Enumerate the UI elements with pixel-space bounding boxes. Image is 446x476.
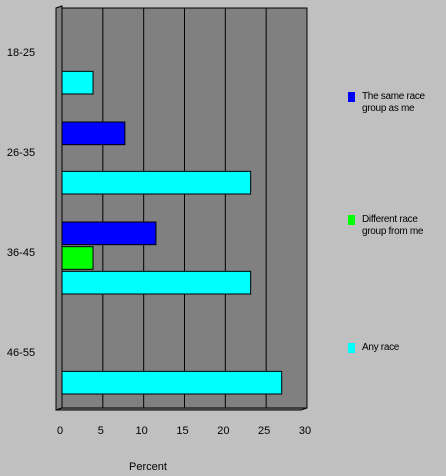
- bar: [61, 170, 252, 195]
- x-tick-label: 15: [176, 425, 188, 437]
- x-tick-labels: 0 5 10 15 20 25 30: [57, 425, 311, 437]
- bar: [61, 270, 252, 295]
- y-tick-label: 18-25: [7, 47, 35, 59]
- legend-item-any-race: Any race: [348, 342, 446, 354]
- legend-swatch-green: [348, 215, 355, 225]
- y-tick-label: 46-55: [7, 347, 35, 359]
- bars-group: [61, 70, 283, 395]
- legend-label: Any race: [362, 342, 400, 353]
- y-tick-labels: 18-25 26-35 36-45 46-55: [7, 47, 35, 359]
- x-axis-label: Percent: [129, 461, 167, 473]
- plot-floor: [55, 407, 308, 411]
- legend-swatch-blue: [348, 92, 355, 102]
- bar: [61, 121, 126, 146]
- x-tick-label: 5: [98, 425, 104, 437]
- bar: [61, 221, 157, 246]
- plot-area: [55, 5, 308, 411]
- x-tick-label: 25: [258, 425, 270, 437]
- legend-label: The same race group as me: [362, 91, 425, 114]
- plot-side-wall: [55, 5, 63, 411]
- legend-item-same-race: The same race group as me: [348, 91, 446, 115]
- bar: [61, 370, 283, 395]
- y-tick-label: 26-35: [7, 147, 35, 159]
- legend-swatch-cyan: [348, 343, 355, 353]
- x-tick-label: 0: [57, 425, 63, 437]
- x-tick-label: 30: [299, 425, 311, 437]
- x-tick-label: 20: [217, 425, 229, 437]
- legend: The same race group as me Different race…: [348, 0, 446, 476]
- bar: [61, 246, 94, 270]
- y-tick-label: 36-45: [7, 247, 35, 259]
- legend-label: Different race group from me: [362, 214, 424, 237]
- bar: [61, 70, 94, 95]
- x-tick-label: 10: [136, 425, 148, 437]
- legend-item-different-race: Different race group from me: [348, 214, 446, 238]
